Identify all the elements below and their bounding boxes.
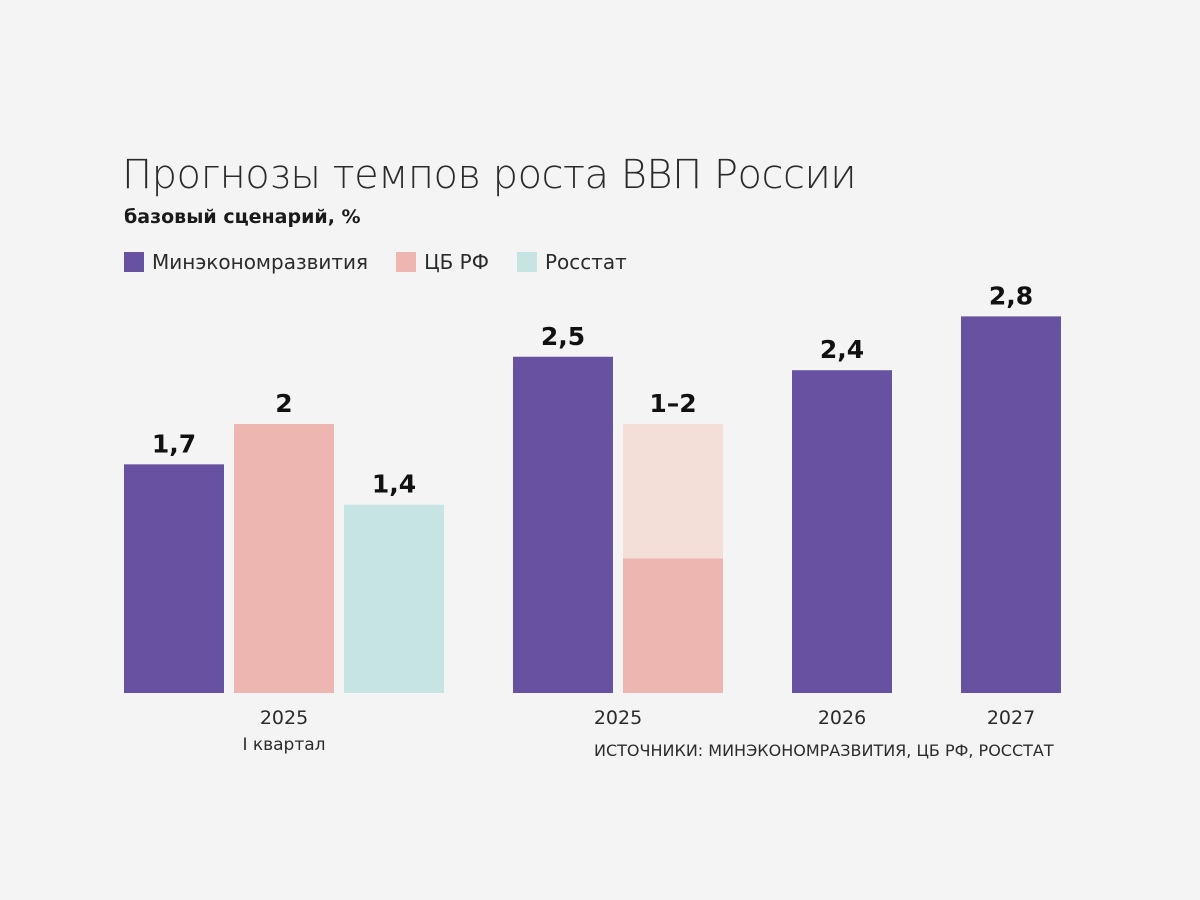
data-label-g2-b0: 2,4 [820, 335, 864, 364]
x-tick-label-g3: 2027 [987, 707, 1035, 729]
legend-label-minek: Минэкономразвития [152, 250, 369, 274]
bar-g2-b0 [792, 370, 892, 693]
data-label-g1-b0: 2,5 [541, 322, 585, 351]
source-note: ИСТОЧНИКИ: МИНЭКОНОМРАЗВИТИЯ, ЦБ РФ, РОС… [594, 741, 1054, 760]
legend-label-cbr: ЦБ РФ [424, 250, 489, 274]
bar-range-upper-g1-b1 [623, 424, 723, 559]
data-label-g1-b1: 1–2 [649, 389, 696, 418]
legend: Минэкономразвития ЦБ РФ Росстат [124, 250, 627, 274]
legend-swatch-cbr [396, 252, 417, 272]
data-label-g0-b1: 2 [275, 389, 292, 418]
x-tick-label-g0: 2025 [260, 707, 308, 729]
data-label-g0-b0: 1,7 [152, 429, 196, 458]
legend-item-minek: Минэкономразвития [124, 250, 368, 274]
data-label-g0-b2: 1,4 [372, 470, 416, 499]
x-tick-sublabel-g0: I квартал [242, 735, 325, 755]
legend-item-rosstat: Росстат [516, 250, 627, 274]
x-tick-label-g1: 2025 [594, 707, 642, 729]
bar-range-base-g1-b1 [623, 558, 723, 693]
data-label-g3-b0: 2,8 [989, 281, 1033, 310]
bar-g0-b2 [344, 504, 444, 693]
bar-g1-b0 [513, 356, 613, 693]
bar-g0-b0 [124, 464, 224, 693]
x-tick-label-g2: 2026 [818, 707, 866, 729]
legend-label-rosstat: Росстат [544, 250, 627, 274]
legend-swatch-minek [124, 252, 144, 272]
legend-item-cbr: ЦБ РФ [396, 250, 489, 274]
bar-g0-b1 [234, 424, 334, 693]
chart-subtitle: базовый сценарий, % [124, 206, 361, 228]
chart-title: Прогнозы темпов роста ВВП России [122, 152, 857, 198]
legend-swatch-rosstat [516, 252, 537, 272]
bar-g3-b0 [961, 316, 1061, 693]
